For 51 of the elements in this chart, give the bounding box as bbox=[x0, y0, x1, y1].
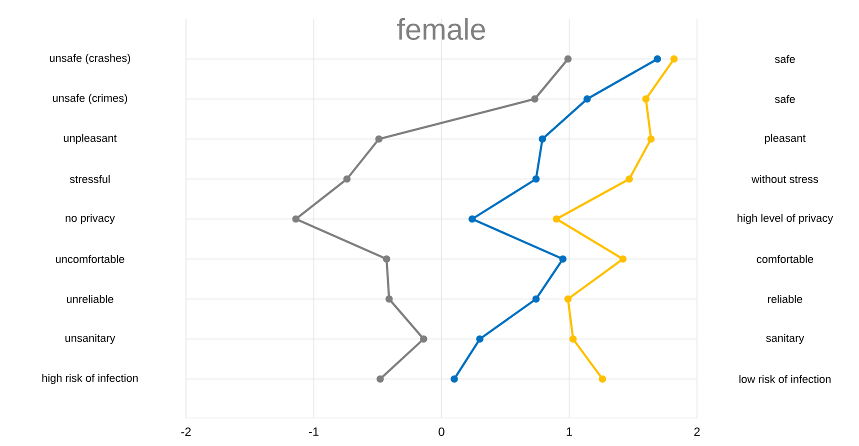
x-tick-label: 2 bbox=[694, 428, 700, 436]
point bbox=[647, 135, 655, 143]
point bbox=[420, 335, 428, 343]
point bbox=[532, 175, 540, 183]
point bbox=[538, 135, 546, 143]
y-tick-label: unsafe (crimes) bbox=[52, 94, 128, 104]
y2-tick-label: pleasant bbox=[764, 134, 806, 144]
point bbox=[642, 95, 650, 103]
point bbox=[564, 295, 572, 303]
point bbox=[292, 215, 300, 223]
point bbox=[598, 375, 606, 383]
y-tick-label: no privacy bbox=[66, 214, 115, 224]
y-tick-label: stressful bbox=[70, 174, 110, 184]
point bbox=[619, 255, 627, 263]
y-tick-label: unsanitary bbox=[65, 334, 116, 344]
y-tick-label: unpleasant bbox=[64, 134, 117, 144]
x-tick-label: -2 bbox=[181, 428, 191, 436]
point bbox=[552, 215, 560, 223]
point bbox=[450, 375, 458, 383]
y-tick-label: uncomfortable bbox=[56, 254, 124, 264]
y-tick-label: high risk of infection bbox=[42, 374, 138, 384]
x-tick-label: 1 bbox=[566, 428, 572, 436]
y2-tick-label: without stress bbox=[751, 174, 818, 184]
point bbox=[375, 135, 383, 143]
point bbox=[382, 255, 390, 263]
chart-title: female bbox=[397, 18, 486, 40]
point bbox=[583, 95, 591, 103]
point bbox=[564, 55, 572, 63]
point bbox=[468, 215, 476, 223]
point bbox=[559, 255, 567, 263]
x-tick-label: -1 bbox=[308, 428, 318, 436]
point bbox=[626, 175, 633, 183]
y-tick-label: unsafe (crashes) bbox=[50, 54, 130, 64]
y2-tick-label: safe bbox=[774, 94, 795, 104]
x-tick-label: 0 bbox=[438, 428, 444, 436]
y-tick-label: unreliable bbox=[66, 294, 114, 304]
y2-tick-label: comfortable bbox=[756, 254, 814, 264]
y2-tick-label: safe bbox=[774, 54, 795, 64]
point bbox=[385, 295, 393, 303]
y2-tick-label: low risk of infection bbox=[739, 374, 831, 384]
point bbox=[376, 375, 384, 383]
point bbox=[654, 55, 662, 63]
y2-tick-label: high level of privacy bbox=[738, 214, 834, 224]
point bbox=[343, 175, 351, 183]
y2-tick-label: reliable bbox=[768, 294, 802, 304]
point bbox=[531, 95, 538, 103]
point bbox=[476, 335, 484, 343]
point bbox=[670, 55, 678, 63]
y2-tick-label: sanitary bbox=[766, 334, 804, 344]
point bbox=[532, 295, 540, 303]
point bbox=[569, 335, 577, 343]
